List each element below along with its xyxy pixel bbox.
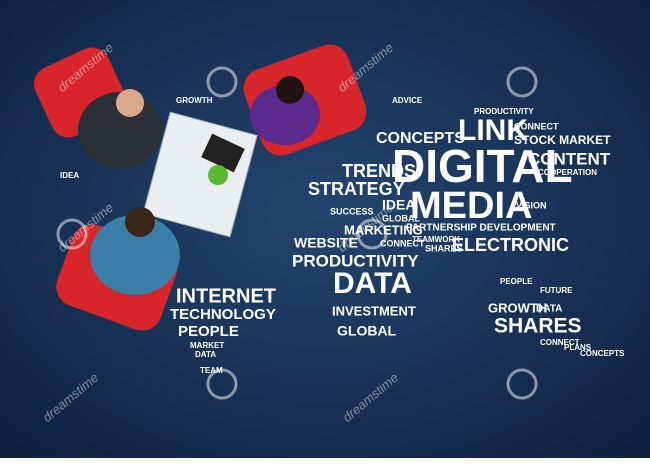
watermark-icon	[206, 368, 238, 400]
watermark-icon	[56, 218, 88, 250]
word: TEAM	[200, 366, 223, 375]
word: SUCCESS	[330, 206, 374, 216]
word: GLOBAL	[337, 323, 397, 339]
watermark-icons	[56, 66, 538, 400]
word: IDEA	[60, 171, 79, 180]
plant	[208, 165, 228, 185]
word: WEBSITE	[294, 235, 358, 251]
word: PEOPLE	[178, 323, 239, 340]
word: CONCEPTS	[376, 130, 465, 147]
word: TECHNOLOGY	[170, 306, 276, 323]
watermark-icon	[506, 368, 538, 400]
word: STOCK MARKET	[514, 133, 611, 147]
watermark-icon	[206, 66, 238, 98]
watermark-icon	[356, 218, 388, 250]
person	[250, 85, 320, 145]
word: PARTNERSHIP DEVELOPMENT	[406, 223, 556, 234]
head	[276, 76, 304, 104]
word: DATA	[536, 304, 562, 315]
word: CONCEPTS	[580, 349, 625, 358]
word: COOPERATION	[538, 168, 597, 177]
word: CONTENT	[528, 149, 611, 168]
word: CONNECT	[380, 238, 425, 248]
word: SHARES	[494, 315, 582, 338]
word: CONNECT	[514, 121, 559, 131]
word: MARKET	[190, 341, 224, 350]
word: MARKETING	[344, 222, 423, 237]
word: IDEA	[382, 197, 415, 213]
word: PEOPLE	[500, 277, 533, 286]
word: DIGITAL	[392, 140, 573, 192]
word: ADVICE	[392, 96, 423, 105]
word: VISION	[516, 200, 547, 210]
word: GROWTH	[488, 300, 547, 315]
word: GLOBAL	[382, 213, 420, 223]
word: INTERNET	[176, 285, 276, 307]
word: DATA	[195, 350, 216, 359]
word: PLANS	[564, 343, 592, 352]
head	[116, 89, 144, 117]
word: FUTURE	[540, 286, 573, 295]
word: TEAMWORK	[412, 235, 460, 244]
word: GROWTH	[176, 96, 213, 105]
word: SHARES	[425, 243, 463, 253]
word: LINK	[458, 114, 528, 147]
bottom-strip	[0, 458, 650, 471]
word: PRODUCTIVITY	[474, 107, 534, 116]
word: DATA	[333, 267, 412, 300]
word: TRENDS	[342, 161, 416, 181]
word: MEDIA	[410, 185, 532, 227]
word: INVESTMENT	[332, 303, 416, 318]
meeting-scene	[34, 44, 367, 331]
tablet	[201, 133, 245, 173]
word: STRATEGY	[308, 179, 405, 199]
word: PRODUCTIVITY	[292, 251, 419, 270]
word: ELECTRONIC	[452, 235, 569, 255]
head	[125, 207, 155, 237]
person	[90, 215, 180, 295]
word: CONNECT	[540, 338, 580, 347]
watermark-icon	[506, 66, 538, 98]
